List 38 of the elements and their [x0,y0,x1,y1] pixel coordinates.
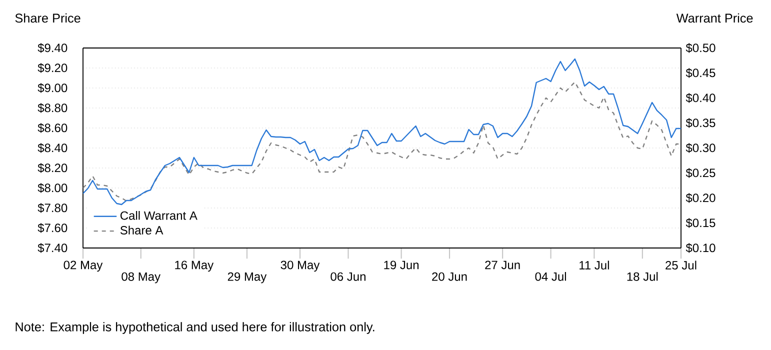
legend-label: Call Warrant A [120,211,198,220]
x-tick-label: 04 Jul [535,272,566,281]
y2-tick-label: $0.25 [686,168,716,178]
text: Note: Example is hypothetical and used here for illustration only. [16,322,374,334]
y-tick-label: $8.60 [38,123,68,133]
x-tick-label: 30 May [280,260,320,272]
y-tick-label: $8.20 [38,163,68,173]
y-tick-label: $9.00 [38,83,68,93]
y2-tick-label: $0.35 [686,118,716,128]
y2-tick-label: $0.40 [686,93,716,103]
x-tick-label: 19 Jun [384,260,419,270]
y-tick-label: $8.00 [38,183,68,193]
y-tick-label: $9.20 [38,63,68,73]
y2-tick-label: $0.50 [686,43,716,53]
y-tick-label: $7.60 [38,223,68,233]
x-tick-label: 16 May [175,260,214,272]
y-tick-label: $9.40 [38,43,68,53]
x-tick-label: 20 Jun [432,272,467,281]
x-tick-label: 29 May [228,272,267,284]
y2-tick-label: $0.30 [686,143,716,153]
y-tick-label: $7.80 [38,203,68,213]
y2-tick-label: $0.15 [686,218,716,228]
x-tick-label: 18 Jul [627,272,658,281]
y-tick-label: $7.40 [38,243,68,253]
x-tick-label: 25 Jul [666,260,696,270]
x-tick-label: 02 May [64,260,103,272]
y-axis-title: Share Price [15,13,80,23]
y2-tick-label: $0.20 [686,193,716,203]
x-tick-label: 08 May [122,272,161,284]
legend-label: Share A [120,226,164,235]
x-tick-label: 27 Jun [485,260,520,270]
y-tick-label: $8.80 [38,103,68,113]
y-tick-label: $8.40 [38,143,68,153]
y2-tick-label: $0.45 [686,68,716,78]
y2-tick-label: $0.10 [686,243,716,253]
x-tick-label: 11 Jul [580,260,609,270]
y2-axis-title: Warrant Price [676,13,753,23]
x-tick-label: 06 Jun [330,272,366,281]
